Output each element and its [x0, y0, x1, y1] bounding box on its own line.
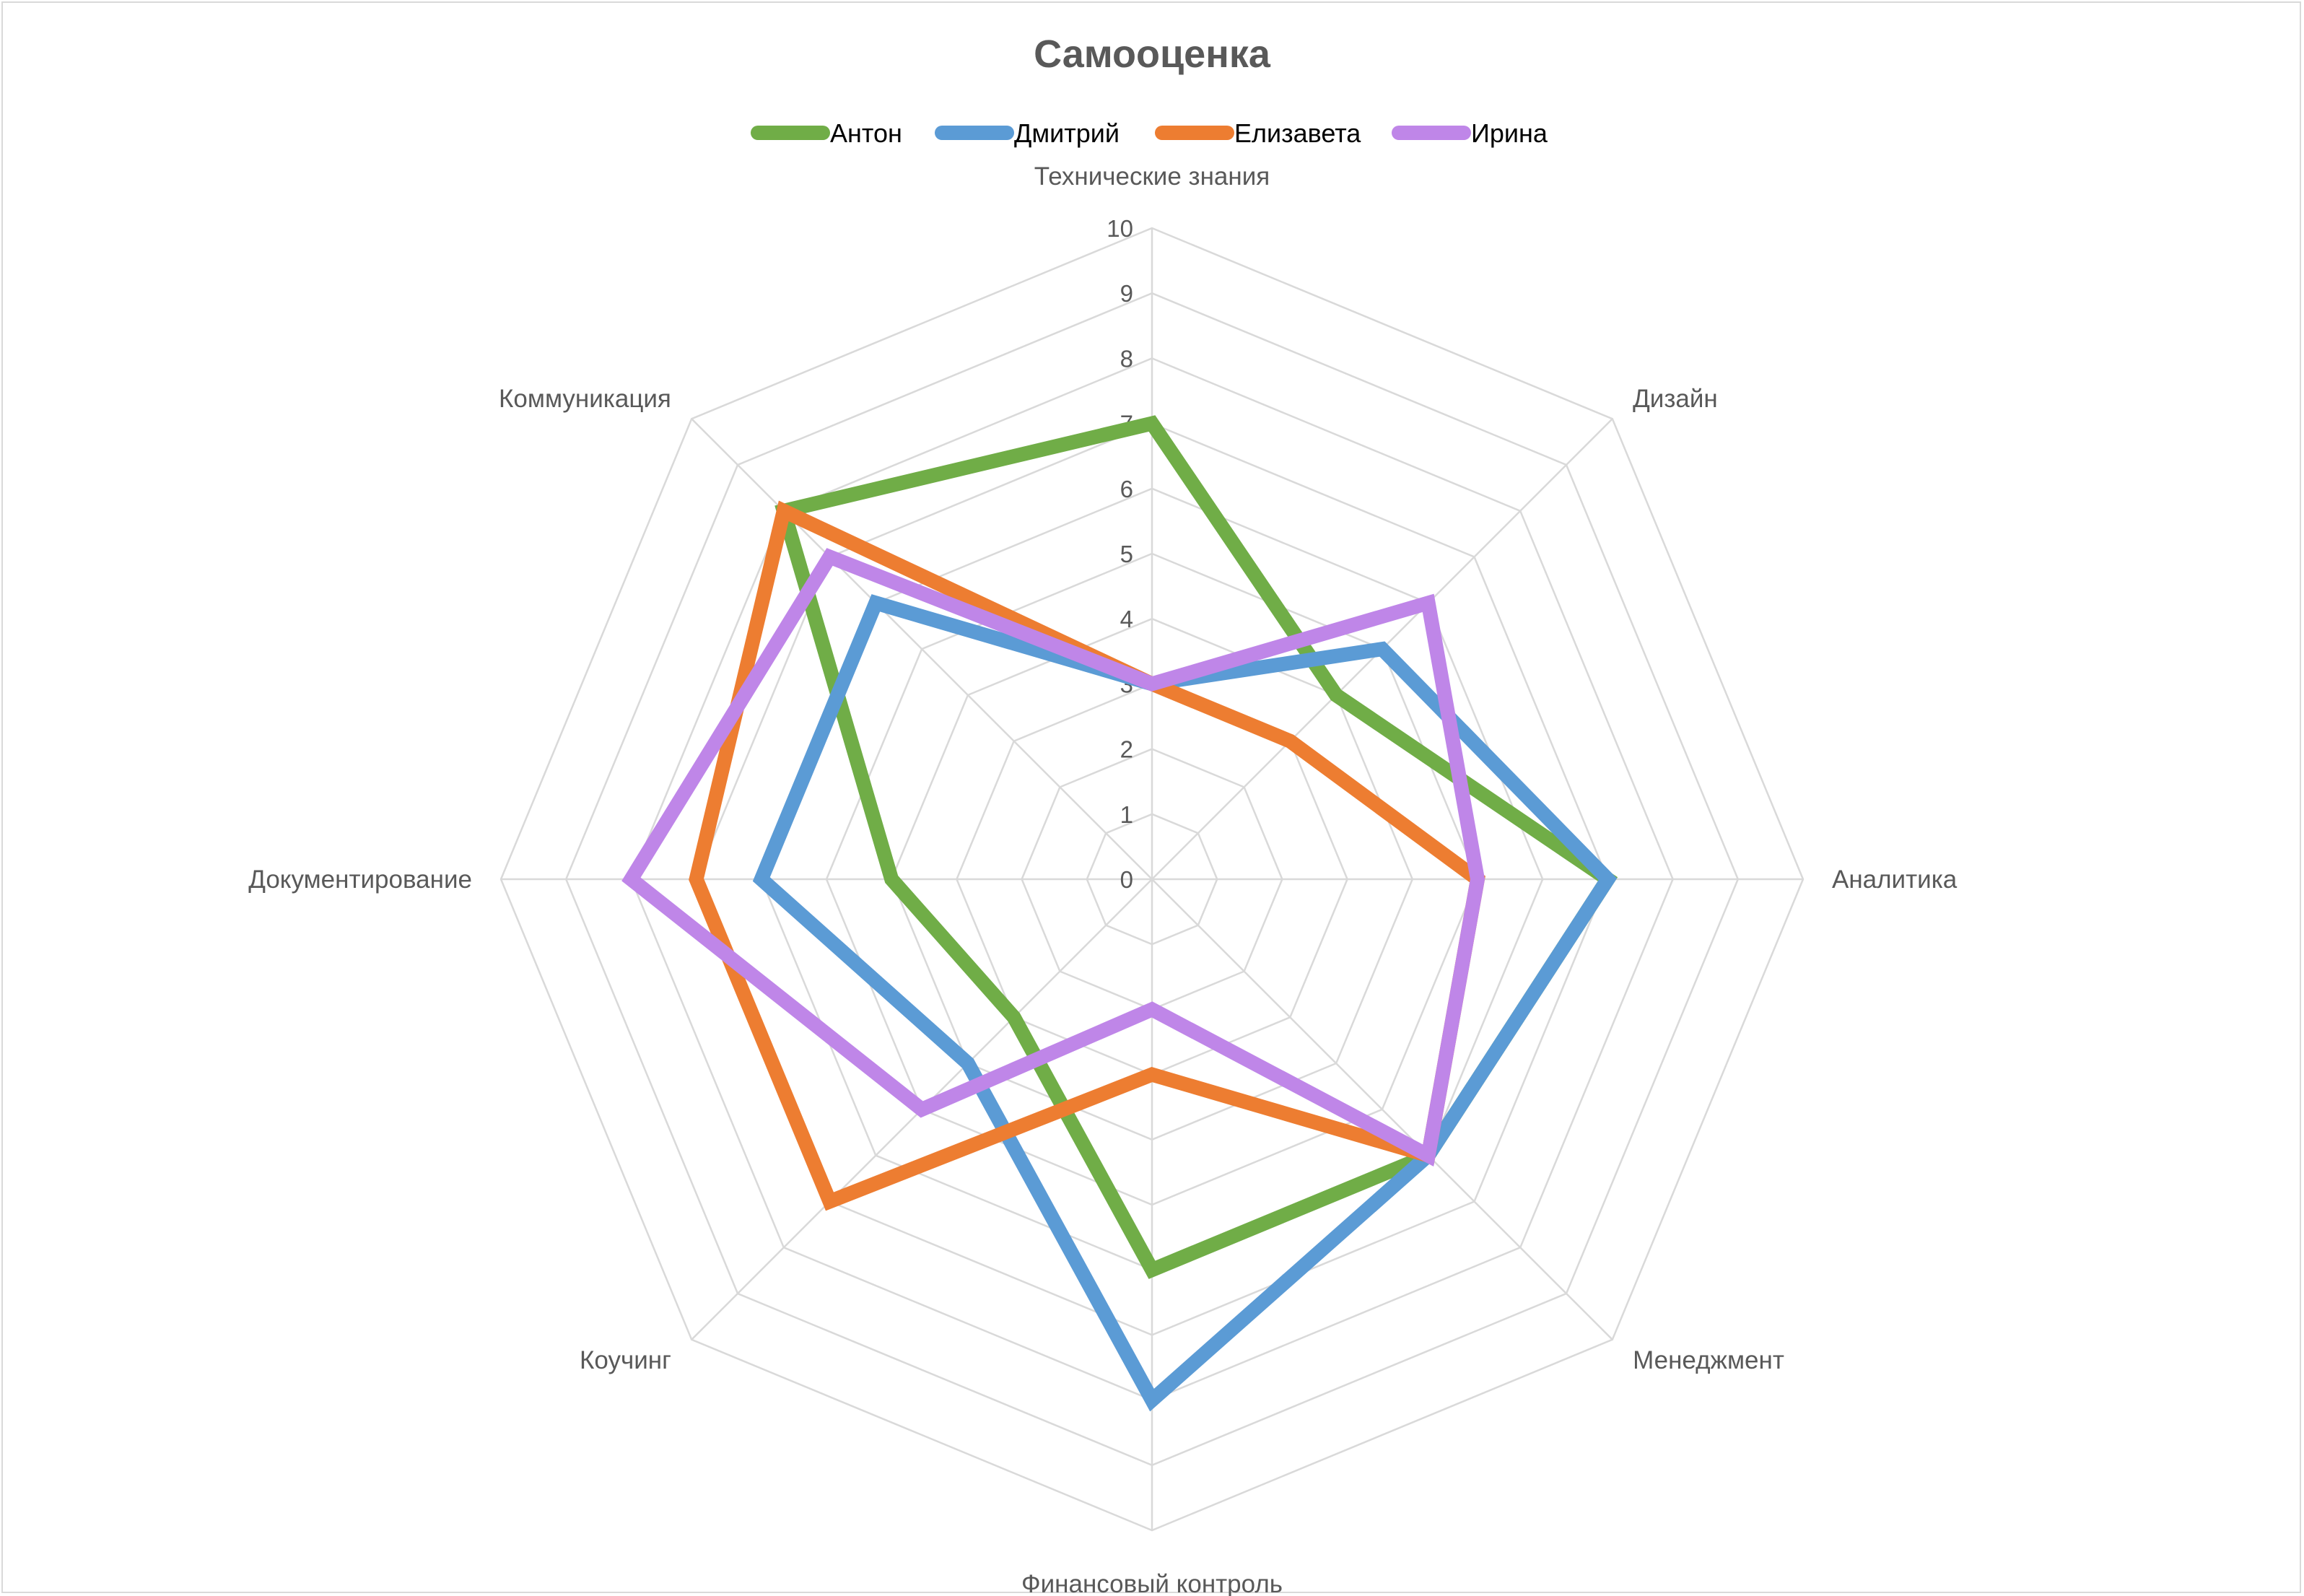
tick-label: 0 [1120, 866, 1133, 893]
tick-label: 9 [1120, 280, 1133, 307]
category-axis-labels: Технические знания Дизайн Аналитика Менеджм… [248, 162, 1958, 1596]
legend-label: Ирина [1471, 118, 1548, 148]
tick-label: 6 [1120, 476, 1133, 502]
tick-label: 10 [1107, 215, 1133, 242]
grid-spoke [691, 418, 1153, 880]
axis-label: Документирование [248, 865, 472, 894]
axis-label: Аналитика [1832, 865, 1958, 894]
series-group [621, 415, 1618, 1412]
tick-label: 8 [1120, 345, 1133, 372]
axis-label: Дизайн [1633, 385, 1718, 413]
chart-title: Самооценка [1034, 32, 1271, 76]
legend-label: Дмитрий [1014, 118, 1120, 148]
tick-label: 2 [1120, 736, 1133, 763]
tick-label: 4 [1120, 606, 1133, 632]
series-line-2 [752, 594, 1618, 1412]
legend-label: Елизавета [1234, 118, 1361, 148]
grid-spoke [1151, 878, 1613, 1340]
axis-label: Коммуникация [499, 385, 671, 413]
legend-label: Антон [830, 118, 902, 148]
series-line-3 [689, 500, 1485, 1211]
axis-label: Менеджмент [1633, 1346, 1784, 1374]
legend: Антон Дмитрий Елизавета Ирина [751, 118, 1548, 148]
axis-label: Финансовый контроль [1021, 1570, 1283, 1596]
tick-label: 1 [1120, 801, 1133, 828]
tick-label: 5 [1120, 541, 1133, 567]
axis-label: Технические знания [1034, 162, 1270, 191]
axis-label: Коучинг [580, 1346, 671, 1374]
series-line-4 [621, 548, 1485, 1167]
series-line-1 [774, 415, 1618, 1279]
